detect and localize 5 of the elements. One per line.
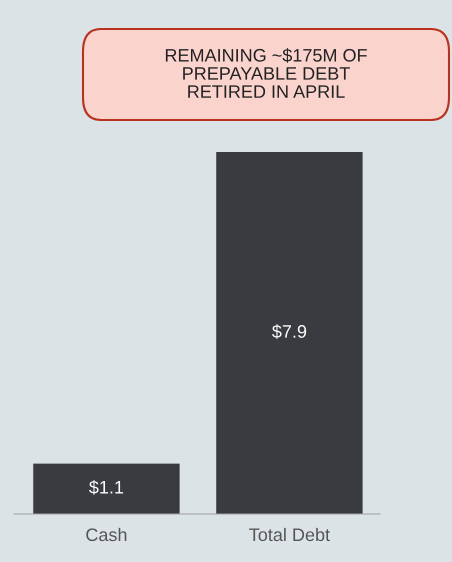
text: REMAINING ~$175M OF PREPAYABLE DEBT RETIRED IN APRIL: [166, 48, 367, 98]
x-tick-label: Cash: [86, 528, 126, 542]
data-label: $7.9: [272, 324, 306, 339]
data-label: $1.1: [89, 480, 124, 495]
x-tick-label: Total Debt: [249, 528, 330, 542]
